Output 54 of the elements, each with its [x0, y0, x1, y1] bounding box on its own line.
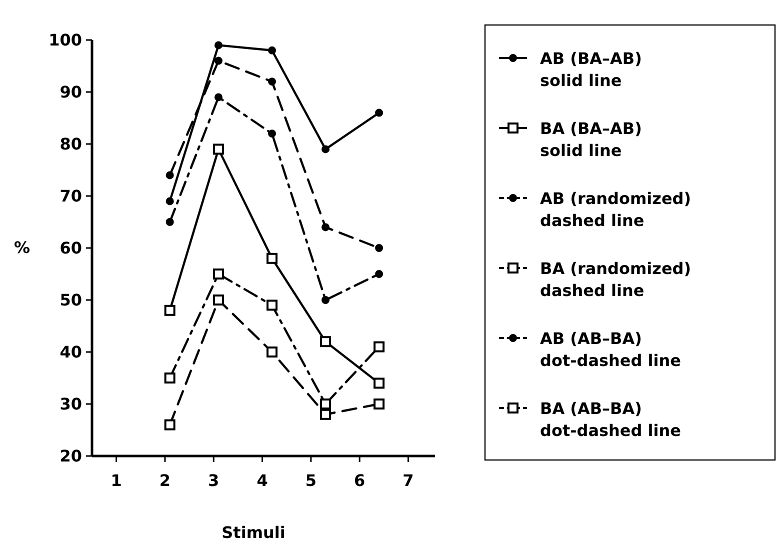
point	[164, 304, 176, 316]
point	[266, 300, 278, 311]
point	[164, 372, 176, 384]
legend-label: AB (AB–BA) dot-dashed line	[540, 329, 682, 370]
point	[266, 252, 278, 264]
point	[375, 244, 384, 252]
point	[320, 408, 332, 420]
point	[322, 145, 330, 154]
point	[212, 144, 224, 155]
point	[268, 46, 276, 54]
legend-label: BA (randomized) dashed line	[540, 259, 692, 300]
legend-label: BA (AB–BA) dot-dashed line	[540, 399, 682, 440]
point	[374, 398, 385, 410]
point	[374, 341, 385, 352]
x-tick-label: 1	[110, 471, 122, 490]
y-tick-label: 20	[60, 446, 82, 466]
x-tick-label: 5	[305, 471, 317, 490]
point	[375, 270, 384, 278]
point	[166, 197, 174, 206]
y-tick-label: 40	[60, 342, 82, 362]
x-tick-label: 7	[402, 471, 414, 490]
point	[268, 130, 276, 138]
point	[268, 78, 276, 86]
point	[212, 268, 224, 280]
point	[322, 223, 330, 232]
point	[266, 346, 278, 358]
legend-label: AB (BA–AB) solid line	[540, 49, 642, 90]
y-axis-title: %	[14, 238, 30, 257]
x-tick-label: 4	[256, 471, 268, 490]
x-tick-label: 6	[354, 471, 366, 490]
point	[214, 56, 222, 65]
y-tick-label: 90	[60, 82, 82, 102]
point	[322, 296, 330, 304]
point	[375, 108, 384, 117]
y-tick-label: 30	[60, 394, 82, 414]
point	[214, 93, 222, 102]
legend-label: AB (randomized) dashed line	[540, 189, 692, 230]
y-tick-label: 100	[48, 30, 82, 50]
point	[164, 419, 176, 430]
point	[214, 41, 222, 50]
y-tick-label: 50	[60, 290, 82, 310]
point	[320, 398, 332, 410]
point	[374, 378, 385, 389]
point	[320, 336, 332, 348]
x-tick-label: 3	[208, 471, 220, 490]
point	[212, 294, 224, 306]
x-axis-title: Stimuli	[222, 523, 286, 542]
legend-label: BA (BA–AB) solid line	[540, 119, 642, 160]
x-tick-label: 2	[159, 471, 171, 490]
point	[166, 171, 174, 180]
y-tick-label: 80	[60, 134, 82, 154]
point	[166, 218, 174, 226]
y-tick-label: 60	[60, 238, 82, 258]
y-tick-label: 70	[60, 186, 82, 206]
